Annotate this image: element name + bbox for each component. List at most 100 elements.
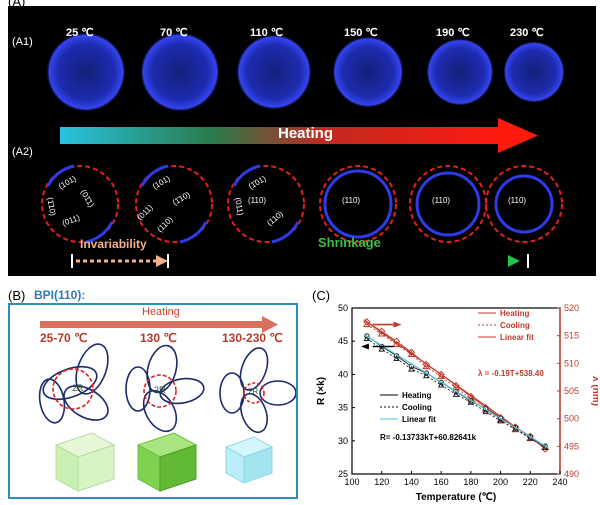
legend-left-entry: Heating — [402, 391, 431, 400]
x-tick-label: 100 — [344, 477, 359, 487]
x-axis-label: Temperature (℃) — [416, 492, 497, 503]
x-tick-label: 220 — [523, 477, 538, 487]
label-a2: (A2) — [12, 146, 33, 158]
left-axis-arrow-head — [360, 343, 369, 350]
dashed-circle — [41, 165, 119, 243]
x-tick-label: 180 — [463, 477, 478, 487]
data-point — [482, 408, 490, 415]
temp-label-4: 190 ℃ — [436, 27, 470, 39]
cube-2 — [136, 432, 198, 492]
data-point — [362, 320, 371, 328]
label-a1: (A1) — [12, 36, 33, 48]
lambda-fit-annotation: λ = -0.19T+538.40 — [478, 369, 544, 378]
schematic-row — [41, 164, 563, 244]
data-point — [378, 345, 386, 352]
disc-70 — [140, 32, 220, 112]
y-left-tick-label: 30 — [338, 436, 348, 446]
temp-label-0: 25 ℃ — [66, 27, 94, 39]
dashed-circle — [135, 165, 213, 243]
radius-label-2: 2R — [154, 385, 166, 395]
data-point — [393, 354, 400, 361]
miller-110-e: (110) — [432, 196, 451, 205]
disc-190 — [426, 38, 494, 106]
temp-b-1: 130 ℃ — [140, 331, 177, 345]
cube-3 — [224, 436, 274, 484]
data-point — [363, 335, 371, 342]
miller-110-d: (110) — [342, 196, 361, 205]
ring-cluster-3 — [219, 347, 297, 434]
heating-label: Heating — [278, 125, 334, 142]
dashed-circle — [409, 165, 487, 243]
panel-b-figure — [38, 316, 297, 492]
disc-230 — [503, 41, 565, 103]
panel-b-heating: Heating — [142, 306, 180, 318]
temp-label-2: 110 ℃ — [250, 27, 284, 39]
ring-cluster-2 — [125, 344, 205, 433]
disc-150 — [332, 36, 404, 108]
y-right-axis-label: λ (nm) — [590, 376, 598, 406]
miller-110-f: (110) — [508, 196, 527, 205]
data-point — [437, 381, 445, 388]
legend-right-entry: Linear fit — [500, 333, 534, 342]
right-axis-arrow-head — [393, 321, 402, 328]
legend-left-entry: Linear fit — [402, 415, 436, 424]
temp-b-0: 25-70 ℃ — [40, 331, 88, 345]
legend-left-entry: Cooling — [402, 403, 432, 412]
cube-1 — [54, 432, 116, 492]
panel-b-title: BPI(110): — [34, 288, 86, 302]
data-point — [452, 390, 460, 397]
dashed-circle — [227, 165, 305, 243]
y-left-tick-label: 45 — [338, 336, 348, 346]
legend-right-entry: Heating — [500, 309, 529, 318]
y-left-tick-label: 40 — [338, 369, 348, 379]
disc-25 — [46, 32, 126, 112]
series-line-left-4 — [366, 338, 546, 448]
series-line-left-5 — [363, 334, 549, 449]
r-fit-annotation: R= -0.13733kT+60.82641k — [380, 433, 477, 442]
panel-a: (A1) 25 ℃ 70 ℃ 110 ℃ 150 ℃ 190 ℃ 230 ℃ H… — [8, 6, 596, 276]
dashed-circle — [485, 165, 563, 243]
y-left-axis-label: R (×k) — [316, 377, 327, 405]
heating-arrow — [60, 118, 538, 153]
panel-label-c: (C) — [312, 288, 331, 303]
invariability-label: Invariability — [80, 237, 147, 251]
shrinkage-label: Shrinkage — [318, 235, 381, 250]
x-tick-label: 160 — [434, 477, 449, 487]
panel-a-figure — [41, 32, 565, 268]
y-right-tick-label: 490 — [564, 469, 579, 479]
disc-110 — [236, 34, 312, 110]
panel-label-a: (A) — [8, 0, 26, 9]
y-left-tick-label: 25 — [338, 469, 348, 479]
temp-b-2: 130-230 ℃ — [222, 331, 283, 345]
y-right-tick-label: 520 — [564, 303, 579, 313]
y-left-tick-label: 35 — [338, 403, 348, 413]
data-point — [422, 362, 431, 370]
x-tick-label: 240 — [552, 477, 567, 487]
temp-label-3: 150 ℃ — [344, 27, 378, 39]
data-point — [467, 398, 475, 405]
temp-label-5: 230 ℃ — [510, 27, 544, 39]
x-tick-label: 140 — [404, 477, 419, 487]
dashed-circle — [319, 165, 397, 243]
miller-110-c: (110) — [248, 196, 267, 205]
y-right-tick-label: 495 — [564, 441, 579, 451]
y-left-tick-label: 50 — [338, 303, 348, 313]
radius-label-1: 2R — [72, 383, 84, 393]
series-line-right-1 — [366, 324, 546, 448]
legend-right-entry: Cooling — [500, 321, 530, 330]
data-point — [408, 365, 415, 372]
y-right-tick-label: 505 — [564, 386, 579, 396]
y-right-tick-label: 515 — [564, 331, 579, 341]
y-right-tick-label: 510 — [564, 358, 579, 368]
disc-row — [46, 32, 565, 112]
panel-b: Heating 25-70 ℃ 130 ℃ 130-230 ℃ 2R 2R 2R — [8, 303, 298, 499]
radius-label-3: 2R — [248, 387, 259, 396]
x-tick-label: 120 — [374, 477, 389, 487]
data-point — [497, 417, 504, 424]
phase-arrows — [71, 254, 529, 268]
temperature-chart: 100 120 140 160 180 200 220 240 25 30 35 40 45 50 490 4… — [316, 303, 598, 503]
x-tick-label: 200 — [493, 477, 508, 487]
temp-label-1: 70 ℃ — [160, 27, 188, 39]
panel-label-b: (B) — [8, 288, 26, 303]
data-point — [422, 372, 430, 379]
